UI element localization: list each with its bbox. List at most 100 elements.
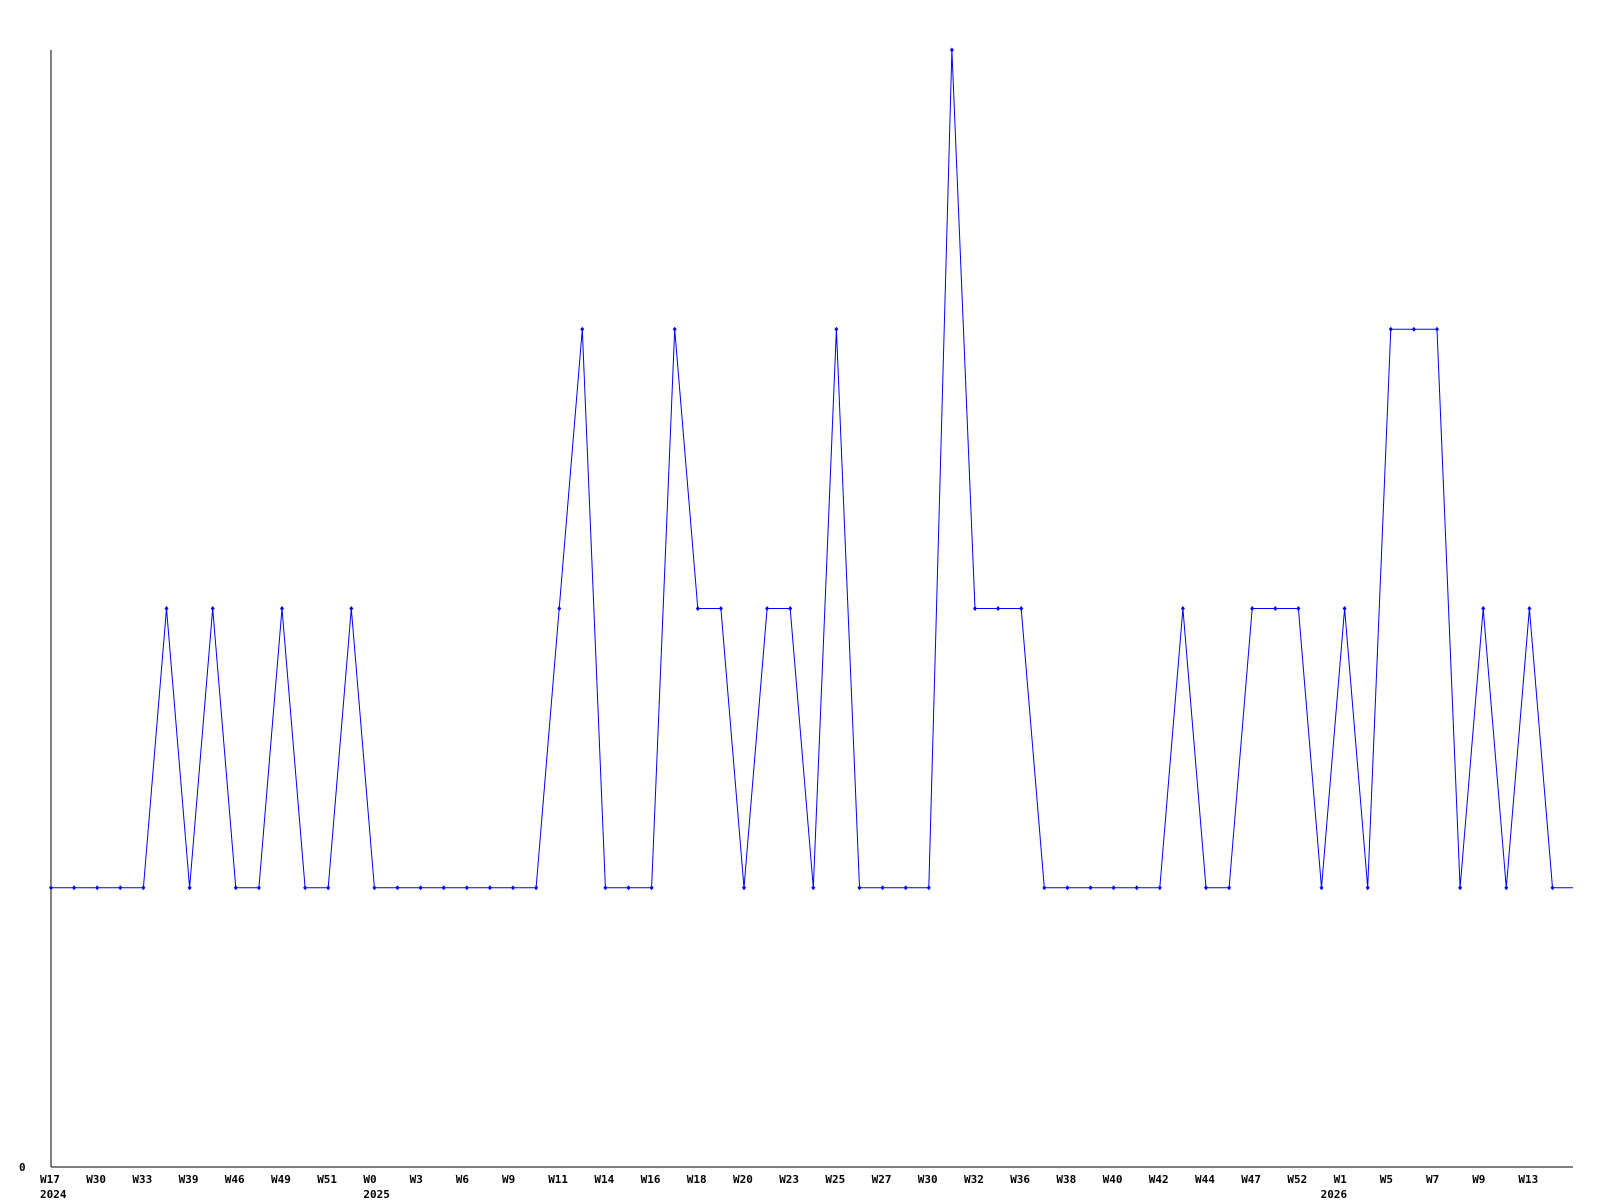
data-point [1435, 326, 1439, 332]
x-tick-label: W52 [1287, 1173, 1307, 1186]
data-point [1204, 885, 1208, 891]
data-point [949, 47, 954, 53]
x-tick-label: W14 [594, 1173, 614, 1186]
data-point [1180, 606, 1185, 611]
data-point [372, 885, 377, 891]
data-point [441, 885, 446, 891]
data-point [1411, 326, 1416, 332]
data-point [1250, 606, 1255, 611]
data-point [534, 885, 539, 891]
data-point [1319, 885, 1324, 891]
x-tick-label: W47 [1241, 1173, 1261, 1186]
x-tick-label: W16 [641, 1173, 661, 1186]
year-label: 2026 [1321, 1188, 1348, 1200]
data-point [1065, 885, 1070, 891]
series-line [51, 49, 1573, 889]
x-tick-label: W44 [1195, 1173, 1215, 1186]
data-point [1481, 606, 1486, 611]
x-tick-label: W32 [964, 1173, 984, 1186]
data-point [349, 606, 354, 611]
data-point [210, 606, 215, 611]
y-tick-label-0: 0 [19, 1161, 26, 1174]
data-point [649, 885, 654, 891]
data-point [1342, 606, 1347, 611]
data-point [1550, 885, 1555, 891]
data-point [903, 885, 908, 891]
data-point [996, 606, 1001, 611]
data-point [857, 885, 862, 891]
data-point [487, 885, 492, 891]
data-point [1042, 885, 1047, 891]
data-point [788, 606, 793, 611]
data-point [1458, 885, 1463, 891]
x-tick-label: W5 [1380, 1173, 1393, 1186]
data-point [1365, 885, 1370, 891]
data-point [1527, 606, 1532, 611]
data-point [326, 885, 331, 891]
x-tick-label: W30 [86, 1173, 106, 1186]
data-point [256, 885, 261, 891]
data-point [464, 885, 469, 891]
x-tick-label: W49 [271, 1173, 291, 1186]
data-point [626, 885, 631, 891]
x-tick-label: W36 [1010, 1173, 1030, 1186]
data-point [1157, 885, 1162, 891]
x-tick-label: W33 [132, 1173, 152, 1186]
data-point [557, 606, 562, 611]
data-point [141, 885, 146, 891]
data-point [233, 885, 238, 891]
data-point [49, 885, 53, 891]
data-point [511, 885, 515, 891]
x-tick-label: W23 [779, 1173, 799, 1186]
data-point [834, 326, 839, 332]
x-tick-label: W13 [1518, 1173, 1538, 1186]
data-point [765, 606, 770, 611]
x-tick-label: W11 [548, 1173, 568, 1186]
data-point [1296, 606, 1301, 611]
data-point [811, 885, 816, 891]
data-point [580, 326, 585, 332]
x-tick-label: W38 [1056, 1173, 1076, 1186]
data-point [880, 885, 885, 891]
data-point [742, 885, 746, 891]
data-point [1111, 885, 1116, 891]
data-point [695, 606, 700, 611]
x-tick-label: W39 [179, 1173, 199, 1186]
x-tick-label: W25 [825, 1173, 845, 1186]
x-tick-label: W46 [225, 1173, 245, 1186]
x-tick-label: W30 [918, 1173, 938, 1186]
data-point [1227, 885, 1232, 891]
data-point [72, 885, 77, 891]
data-point [303, 885, 308, 891]
data-point [395, 885, 400, 891]
data-point [718, 606, 723, 611]
data-point [926, 885, 931, 891]
x-tick-label: W9 [502, 1173, 515, 1186]
x-tick-label: W40 [1103, 1173, 1123, 1186]
data-point [1088, 885, 1093, 891]
x-tick-label: W27 [872, 1173, 892, 1186]
data-point [603, 885, 608, 891]
data-point [95, 885, 100, 891]
data-point [973, 606, 977, 611]
data-point [418, 885, 423, 891]
x-tick-label: W42 [1149, 1173, 1169, 1186]
x-tick-label: W20 [733, 1173, 753, 1186]
data-point [118, 885, 123, 891]
x-tick-label: W3 [410, 1173, 423, 1186]
data-point [1019, 606, 1024, 611]
data-point [672, 326, 677, 332]
x-tick-label: W17 [40, 1173, 60, 1186]
year-label: 2024 [40, 1188, 67, 1200]
x-tick-label: W18 [687, 1173, 707, 1186]
data-point [1388, 326, 1393, 332]
x-tick-label: W1 [1334, 1173, 1348, 1186]
x-tick-label: W0 [363, 1173, 376, 1186]
x-tick-label: W9 [1472, 1173, 1485, 1186]
data-point [1273, 606, 1278, 611]
x-tick-label: W51 [317, 1173, 337, 1186]
data-point [164, 606, 169, 611]
x-tick-label: W7 [1426, 1173, 1439, 1186]
data-point [1134, 885, 1139, 891]
